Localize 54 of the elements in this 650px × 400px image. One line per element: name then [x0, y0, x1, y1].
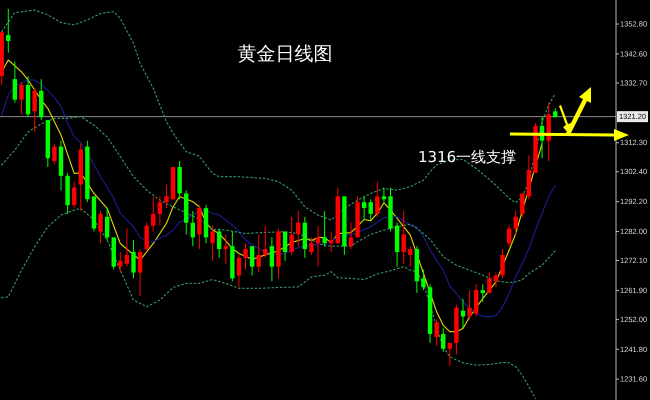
candlestick	[368, 198, 373, 220]
candlestick	[474, 284, 478, 317]
candlestick	[250, 246, 254, 276]
candlestick	[224, 234, 228, 264]
candlestick	[434, 318, 439, 346]
candlestick	[441, 328, 446, 352]
candlestick	[467, 290, 472, 320]
annotation: 1316一线支撑	[418, 148, 516, 166]
candlestick	[460, 298, 466, 329]
candlestick	[12, 61, 18, 104]
candlestick	[270, 236, 274, 282]
candlestick	[19, 82, 24, 115]
candlestick	[216, 228, 222, 258]
candlestick	[72, 181, 76, 209]
candlestick	[401, 210, 406, 264]
candlestick	[362, 196, 366, 220]
candlestick	[52, 143, 57, 165]
candlestick	[263, 225, 268, 258]
candlestick	[480, 284, 485, 302]
candlestick	[289, 216, 294, 256]
candlestick	[382, 187, 386, 203]
line-series	[1, 9, 556, 221]
candlestick	[448, 342, 452, 367]
candlestick	[98, 210, 103, 244]
candlestick	[494, 272, 498, 288]
candlestick	[487, 272, 492, 294]
candlestick	[236, 254, 242, 288]
candlestick	[375, 181, 380, 218]
candlestick	[296, 210, 300, 247]
candlestick	[190, 210, 196, 247]
candlestick	[32, 87, 37, 132]
candlestick	[151, 196, 156, 232]
candlestick	[104, 208, 110, 241]
candlestick	[514, 210, 518, 235]
candlestick	[131, 240, 136, 279]
candlestick	[506, 225, 512, 247]
candlestick	[322, 210, 327, 247]
candlestick	[138, 248, 142, 296]
candlestick	[124, 228, 130, 268]
candlestick	[500, 248, 505, 279]
line-series	[1, 208, 536, 400]
candlestick	[309, 236, 314, 256]
candlestick	[256, 234, 261, 274]
line-series	[1, 116, 556, 284]
candlestick	[520, 192, 525, 218]
candlestick	[408, 246, 412, 268]
text: 黄金日线图	[238, 43, 332, 65]
candlestick	[158, 196, 162, 226]
candlestick	[144, 222, 149, 253]
candlestick	[282, 231, 288, 262]
candlestick	[210, 225, 215, 262]
candlestick	[243, 242, 248, 270]
candlestick	[118, 252, 123, 274]
candlestick	[6, 8, 10, 54]
